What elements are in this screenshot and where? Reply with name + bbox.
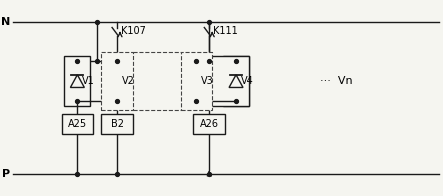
Bar — [194, 114, 225, 134]
Text: V4: V4 — [241, 76, 254, 86]
Bar — [180, 52, 212, 110]
Text: K111: K111 — [213, 26, 238, 36]
Text: B2: B2 — [111, 119, 124, 129]
Bar — [65, 56, 90, 106]
Text: V3: V3 — [201, 76, 214, 86]
Text: V2: V2 — [122, 76, 135, 86]
Text: A26: A26 — [200, 119, 219, 129]
Bar — [104, 56, 130, 106]
Bar — [62, 114, 93, 134]
Polygon shape — [110, 75, 124, 87]
Bar — [101, 52, 133, 110]
Text: K107: K107 — [121, 26, 146, 36]
Bar — [223, 56, 249, 106]
Text: A25: A25 — [68, 119, 87, 129]
Bar — [183, 56, 249, 106]
Polygon shape — [70, 75, 84, 87]
Text: N: N — [1, 16, 11, 26]
Text: ···  Vn: ··· Vn — [320, 76, 353, 86]
Polygon shape — [229, 75, 243, 87]
Text: P: P — [2, 170, 10, 180]
Polygon shape — [190, 75, 203, 87]
Text: V1: V1 — [82, 76, 95, 86]
Bar — [101, 114, 133, 134]
